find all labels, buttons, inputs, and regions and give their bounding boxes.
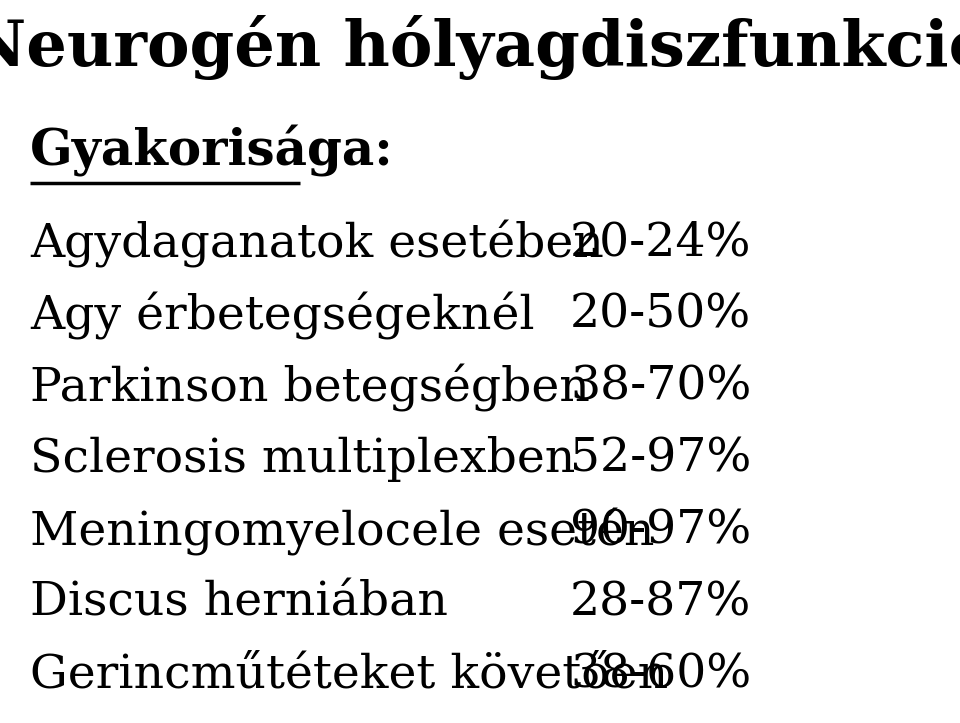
Text: Meningomyelocele esetén: Meningomyelocele esetén [30, 508, 655, 556]
Text: Agydaganatok esetében: Agydaganatok esetében [30, 220, 604, 268]
Text: 20-50%: 20-50% [570, 292, 752, 337]
Text: Agy érbetegségeknél: Agy érbetegségeknél [30, 292, 535, 340]
Text: Parkinson betegségben: Parkinson betegségben [30, 364, 589, 412]
Text: 90-97%: 90-97% [570, 508, 752, 553]
Text: 52-97%: 52-97% [570, 436, 752, 482]
Text: Discus herniában: Discus herniában [30, 580, 448, 625]
Text: Gyakorisága:: Gyakorisága: [30, 125, 394, 177]
Text: Gerincműtéteket követően: Gerincműtéteket követően [30, 652, 668, 697]
Text: 38-70%: 38-70% [570, 364, 752, 409]
Text: Neurogén hólyagdiszfunkció: Neurogén hólyagdiszfunkció [0, 15, 960, 80]
Text: 28-87%: 28-87% [570, 580, 752, 625]
Text: Sclerosis multiplexben: Sclerosis multiplexben [30, 436, 575, 482]
Text: 38-60%: 38-60% [570, 652, 752, 697]
Text: 20-24%: 20-24% [570, 220, 752, 265]
